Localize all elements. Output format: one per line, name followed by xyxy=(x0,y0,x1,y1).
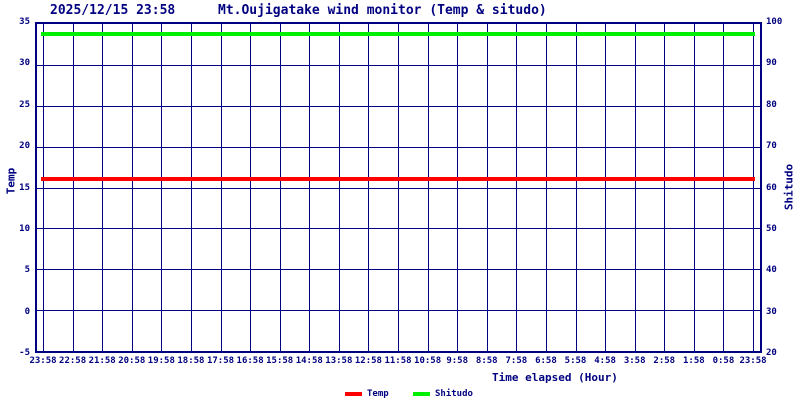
y-axis-right-tick-label: 70 xyxy=(766,141,777,152)
temp-line xyxy=(41,177,755,182)
x-axis-tick-label: 14:58 xyxy=(295,356,323,366)
y-axis-label-temp: Temp xyxy=(4,167,18,195)
y-axis-left-tick-label: 5 xyxy=(24,265,30,276)
x-axis-tick-label: 12:58 xyxy=(354,356,382,366)
grid-line-horizontal xyxy=(37,228,760,230)
x-axis-tick-label: 7:58 xyxy=(505,356,528,366)
x-axis-tick-label: 17:58 xyxy=(206,356,235,366)
y-axis-right-tick-label: 50 xyxy=(766,223,777,234)
y-axis-left-tick-label: 25 xyxy=(19,99,30,110)
x-axis-tick-label: 15:58 xyxy=(266,356,294,366)
x-axis-tick-label: 11:58 xyxy=(384,356,412,366)
x-axis-tick-label: 18:58 xyxy=(177,356,205,366)
shitudo-line xyxy=(41,32,755,37)
x-axis-label: Time elapsed (Hour) xyxy=(492,371,618,384)
y-axis-left-tick-label: 15 xyxy=(19,182,30,193)
y-axis-left-tick-label: 35 xyxy=(19,17,30,27)
y-axis-left-tick-label: -5 xyxy=(19,348,30,358)
grid-line-horizontal xyxy=(37,105,760,107)
grid-line-horizontal xyxy=(37,64,760,66)
y-axis-left-tick-label: 30 xyxy=(19,58,30,69)
x-axis-tick-label: 1:58 xyxy=(682,356,705,366)
legend-item-temp: Temp xyxy=(345,388,389,400)
legend-item-shitudo: Shitudo xyxy=(413,388,473,400)
x-axis-tick-label: 4:58 xyxy=(594,356,616,366)
x-axis-tick-label: 22:58 xyxy=(59,356,87,366)
grid-line-horizontal xyxy=(37,187,760,189)
plot-area xyxy=(35,22,762,353)
x-axis-tick-label: 3:58 xyxy=(623,356,646,366)
grid-line-horizontal xyxy=(37,310,760,312)
y-axis-left-tick-label: 20 xyxy=(19,141,30,152)
chart-title: Mt.Oujigatake wind monitor (Temp & situd… xyxy=(218,3,547,18)
y-axis-right-tick-label: 80 xyxy=(766,99,777,110)
x-axis-tick-label: 23:58 xyxy=(29,356,57,366)
y-axis-right-tick-label: 90 xyxy=(766,58,777,69)
x-axis-tick-label: 0:58 xyxy=(712,356,735,366)
x-axis-tick-label: 6:58 xyxy=(535,356,557,366)
legend-label: Temp xyxy=(367,389,389,399)
y-axis-right-tick-label: 40 xyxy=(766,265,777,276)
chart-timestamp: 2025/12/15 23:58 xyxy=(50,3,176,18)
x-axis-tick-label: 10:58 xyxy=(414,356,442,366)
y-axis-right-tick-label: 60 xyxy=(766,182,777,193)
legend-label: Shitudo xyxy=(435,389,473,399)
x-axis-tick-label: 21:58 xyxy=(88,356,116,366)
grid-line-horizontal xyxy=(37,146,760,148)
x-axis-tick-label: 16:58 xyxy=(236,356,264,366)
y-axis-label-shitudo: Shitudo xyxy=(782,163,796,211)
y-axis-left-tick-label: 10 xyxy=(19,223,30,234)
x-axis-tick-label: 5:58 xyxy=(564,356,587,366)
temp-legend-swatch xyxy=(345,392,362,396)
x-axis-tick-label: 19:58 xyxy=(147,356,175,366)
y-axis-left-tick-label: 0 xyxy=(24,306,30,317)
x-axis-tick-label: 2:58 xyxy=(653,356,676,366)
y-axis-right-tick-label: 100 xyxy=(766,17,783,27)
x-axis-tick-label: 13:58 xyxy=(325,356,353,366)
x-axis-tick-label: 23:58 xyxy=(739,356,767,366)
y-axis-right-tick-label: 30 xyxy=(766,306,777,317)
x-axis-tick-label: 20:58 xyxy=(118,356,146,366)
x-axis-tick-label: 9:58 xyxy=(446,356,468,366)
y-axis-right-tick-label: 20 xyxy=(766,348,777,358)
x-axis-tick-label: 8:58 xyxy=(475,356,498,366)
shitudo-legend-swatch xyxy=(413,392,430,396)
grid-line-horizontal xyxy=(37,269,760,271)
